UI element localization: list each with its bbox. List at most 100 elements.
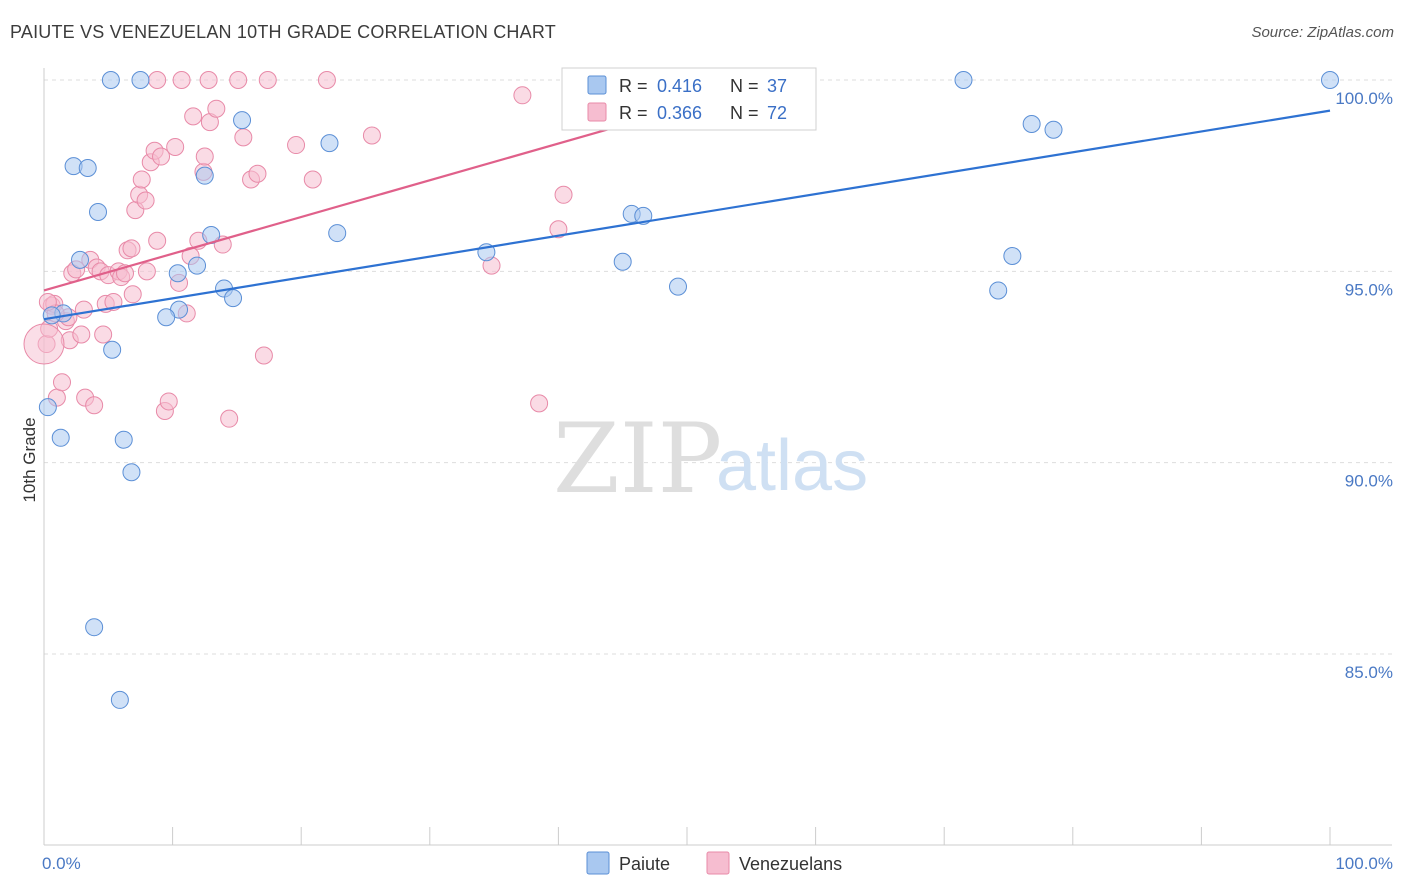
- series-legend: Paiute Venezuelans: [586, 851, 842, 875]
- venezuelan-point: [303, 170, 322, 189]
- venezuelan-point: [530, 394, 549, 413]
- watermark-atlas: atlas: [716, 426, 868, 506]
- venezuelan-point: [148, 231, 167, 250]
- venezuelan-point: [172, 71, 191, 89]
- venezuelan-point: [513, 86, 532, 105]
- venezuelan-point: [123, 285, 142, 304]
- y-tick-label: 100.0%: [1335, 89, 1393, 108]
- tick-labels: 100.0% 95.0% 90.0% 85.0% 0.0% 100.0%: [42, 89, 1393, 873]
- chart-title: PAIUTE VS VENEZUELAN 10TH GRADE CORRELAT…: [10, 22, 556, 42]
- paiute-point: [101, 71, 120, 89]
- venezuelan-point: [136, 191, 155, 210]
- watermark-zip: ZIP: [553, 403, 722, 515]
- paiute-points: [38, 71, 1339, 709]
- venezuelan-point: [220, 409, 239, 428]
- venezuelan-point: [166, 137, 185, 156]
- stats-legend-paiute-r-value: 0.416: [657, 76, 702, 96]
- venezuelan-point: [74, 300, 93, 319]
- venezuelan-point: [53, 373, 72, 392]
- grid-layer: [44, 79, 1392, 655]
- venezuelan-point: [549, 220, 568, 239]
- venezuelan-point: [234, 128, 253, 147]
- stats-legend-venezuelan-n-label: N =: [730, 103, 759, 123]
- paiute-point: [157, 308, 176, 327]
- venezuelan-point: [195, 147, 214, 166]
- paiute-point: [195, 166, 214, 185]
- paiute-point: [188, 256, 207, 275]
- paiute-point: [103, 340, 122, 359]
- stats-legend-venezuelan-r-label: R =: [619, 103, 648, 123]
- y-tick-label: 90.0%: [1345, 472, 1393, 491]
- venezuelan-point: [258, 71, 277, 89]
- trend-lines: [43, 105, 1331, 321]
- stats-legend-venezuelan-n-value: 72: [767, 103, 787, 123]
- venezuelan-point: [317, 71, 336, 89]
- venezuelan-point: [152, 147, 171, 166]
- stats-legend-venezuelan-r-value: 0.366: [657, 103, 702, 123]
- paiute-point: [122, 463, 141, 482]
- venezuelan-points: [23, 71, 573, 428]
- watermark: ZIP atlas: [553, 403, 868, 515]
- venezuelan-point: [229, 71, 248, 89]
- venezuelan-point: [122, 239, 141, 258]
- paiute-point: [42, 306, 61, 325]
- venezuelan-trend-line: [43, 105, 688, 292]
- paiute-point: [168, 264, 187, 283]
- venezuelan-point: [72, 325, 91, 344]
- venezuelan-point: [184, 107, 203, 126]
- venezuelan-point: [199, 71, 218, 89]
- y-axis-title: 10th Grade: [20, 417, 39, 502]
- paiute-point: [634, 206, 653, 225]
- venezuelan-point: [248, 164, 267, 183]
- stats-legend: R = 0.416 N = 37 R = 0.366 N = 72: [561, 67, 817, 131]
- paiute-point: [89, 203, 108, 222]
- venezuelan-point: [94, 325, 113, 344]
- paiute-point: [668, 277, 687, 296]
- paiute-point: [1022, 115, 1041, 134]
- venezuelan-point: [148, 71, 167, 89]
- y-tick-label: 95.0%: [1345, 280, 1393, 299]
- series-legend-paiute-label: Paiute: [619, 854, 670, 874]
- paiute-point: [85, 618, 104, 637]
- paiute-point: [989, 281, 1008, 300]
- series-legend-venezuelan-swatch: [706, 851, 730, 875]
- x-tick-label: 100.0%: [1335, 854, 1393, 873]
- stats-legend-paiute-n-label: N =: [730, 76, 759, 96]
- venezuelan-point: [137, 262, 156, 281]
- venezuelan-point: [132, 170, 151, 189]
- paiute-point: [613, 252, 632, 271]
- venezuelan-point: [207, 99, 226, 118]
- paiute-point: [1321, 71, 1339, 89]
- paiute-point: [954, 71, 973, 89]
- venezuelan-point: [23, 323, 65, 365]
- paiute-point: [233, 111, 252, 130]
- paiute-point: [114, 430, 133, 449]
- series-legend-paiute-swatch: [586, 851, 610, 875]
- paiute-point: [110, 690, 129, 709]
- paiute-point: [38, 398, 57, 417]
- venezuelan-point: [554, 185, 573, 204]
- stats-legend-paiute-r-label: R =: [619, 76, 648, 96]
- y-tick-label: 85.0%: [1345, 663, 1393, 682]
- paiute-point: [51, 428, 70, 447]
- paiute-point: [224, 289, 243, 308]
- paiute-point: [320, 134, 339, 153]
- paiute-point: [1003, 247, 1022, 266]
- paiute-trend-line: [43, 109, 1331, 321]
- stats-legend-venezuelan-swatch: [587, 102, 607, 122]
- stats-legend-paiute-n-value: 37: [767, 76, 787, 96]
- venezuelan-point: [159, 392, 178, 411]
- paiute-point: [78, 159, 97, 178]
- stats-legend-paiute-swatch: [587, 75, 607, 95]
- chart-source: Source: ZipAtlas.com: [1251, 24, 1394, 41]
- paiute-point: [328, 224, 347, 243]
- paiute-point: [131, 71, 150, 89]
- venezuelan-point: [287, 136, 306, 155]
- venezuelan-point: [362, 126, 381, 145]
- venezuelan-point: [85, 396, 104, 415]
- axis-layer: [43, 68, 1392, 846]
- series-legend-venezuelan-label: Venezuelans: [739, 854, 842, 874]
- x-tick-label: 0.0%: [42, 854, 81, 873]
